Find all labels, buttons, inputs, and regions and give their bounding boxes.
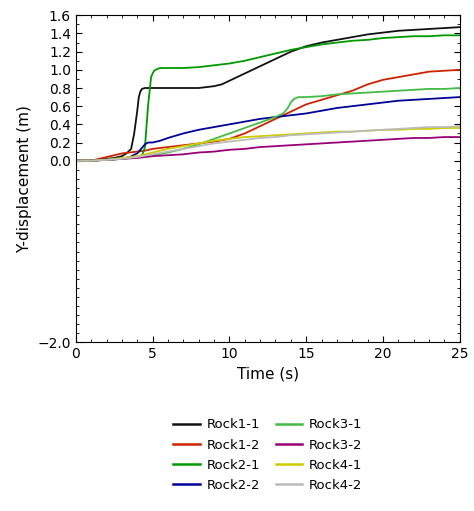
Legend: Rock1-1, Rock1-2, Rock2-1, Rock2-2, Rock3-1, Rock3-2, Rock4-1, Rock4-2: Rock1-1, Rock1-2, Rock2-1, Rock2-2, Rock… bbox=[169, 414, 366, 496]
X-axis label: Time (s): Time (s) bbox=[237, 367, 299, 382]
Y-axis label: Y-displacement (m): Y-displacement (m) bbox=[17, 105, 32, 253]
